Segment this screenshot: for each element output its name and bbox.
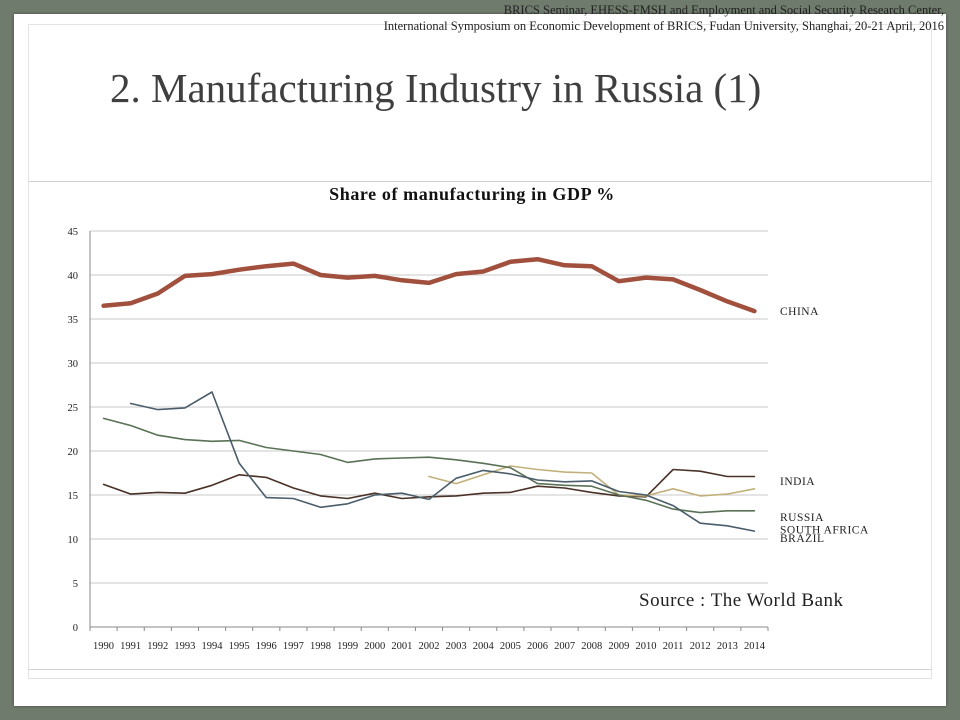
x-tick-label: 1991 bbox=[120, 641, 141, 652]
series-line-india bbox=[102, 468, 756, 500]
x-tick-label: 1992 bbox=[147, 641, 168, 652]
series-label-brazil: BRAZIL bbox=[780, 533, 825, 545]
x-tick-label: 1998 bbox=[310, 641, 331, 652]
x-tick-label: 1999 bbox=[337, 641, 358, 652]
chart-axes: 0 5 10 15 20 25 30 35 40 45 1990 1991 1992 1993 1994 19… bbox=[68, 227, 769, 652]
x-tick-label: 1997 bbox=[283, 641, 304, 652]
series-line-south-africa bbox=[102, 417, 756, 514]
x-tick-label: 1990 bbox=[93, 641, 114, 652]
x-tick-label: 2013 bbox=[717, 641, 738, 652]
y-tick-label: 35 bbox=[68, 315, 79, 326]
seminar-line-2: International Symposium on Economic Deve… bbox=[383, 19, 944, 33]
y-tick-label: 5 bbox=[73, 579, 78, 590]
x-tick-label: 2002 bbox=[419, 641, 440, 652]
footer-rule bbox=[28, 669, 932, 670]
x-tick-label: 2008 bbox=[581, 641, 602, 652]
slide-title: 2. Manufacturing Industry in Russia (1) bbox=[110, 65, 762, 111]
x-tick-label: 2014 bbox=[744, 641, 766, 652]
x-tick-label: 2004 bbox=[473, 641, 495, 652]
y-tick-label: 10 bbox=[68, 535, 79, 546]
y-tick-label: 20 bbox=[68, 447, 79, 458]
seminar-line-1: BRICS Seminar, EHESS-FMSH and Employment… bbox=[503, 3, 944, 17]
x-tick-label: 2011 bbox=[663, 641, 684, 652]
x-tick-label: 2009 bbox=[608, 641, 629, 652]
seminar-caption: BRICS Seminar, EHESS-FMSH and Employment… bbox=[384, 2, 944, 34]
series-line-brazil bbox=[129, 391, 756, 532]
series-label-china: CHINA bbox=[780, 306, 819, 318]
x-tick-label: 1995 bbox=[229, 641, 250, 652]
x-tick-label: 2000 bbox=[364, 641, 385, 652]
y-tick-label: 40 bbox=[68, 271, 79, 282]
x-tick-label: 2012 bbox=[690, 641, 711, 652]
x-tick-label: 2006 bbox=[527, 641, 548, 652]
chart-gridlines bbox=[90, 230, 768, 628]
x-tick-label: 1994 bbox=[202, 641, 224, 652]
series-label-india: INDIA bbox=[780, 476, 815, 488]
series-label-south-africa: SOUTH AFRICA bbox=[780, 524, 869, 536]
x-tick-label: 2010 bbox=[635, 641, 656, 652]
y-tick-label: 25 bbox=[68, 403, 79, 414]
x-tick-label: 2003 bbox=[446, 641, 467, 652]
x-tick-label: 1993 bbox=[174, 641, 195, 652]
y-tick-label: 0 bbox=[73, 623, 78, 634]
x-tick-label: 2007 bbox=[554, 641, 575, 652]
chart-title: Share of manufacturing in GDP % bbox=[329, 184, 615, 204]
x-tick-label: 1996 bbox=[256, 641, 277, 652]
x-tick-label: 2001 bbox=[391, 641, 412, 652]
y-tick-label: 30 bbox=[68, 359, 79, 370]
x-tick-label: 2005 bbox=[500, 641, 521, 652]
chart-series bbox=[101, 256, 757, 532]
series-line-russia bbox=[428, 465, 756, 497]
y-tick-label: 45 bbox=[68, 227, 79, 238]
source-caption: Source : The World Bank bbox=[637, 590, 846, 612]
series-line-china bbox=[101, 256, 757, 314]
header-band bbox=[28, 24, 932, 182]
series-label-russia: RUSSIA bbox=[780, 512, 824, 524]
y-tick-label: 15 bbox=[68, 491, 79, 502]
